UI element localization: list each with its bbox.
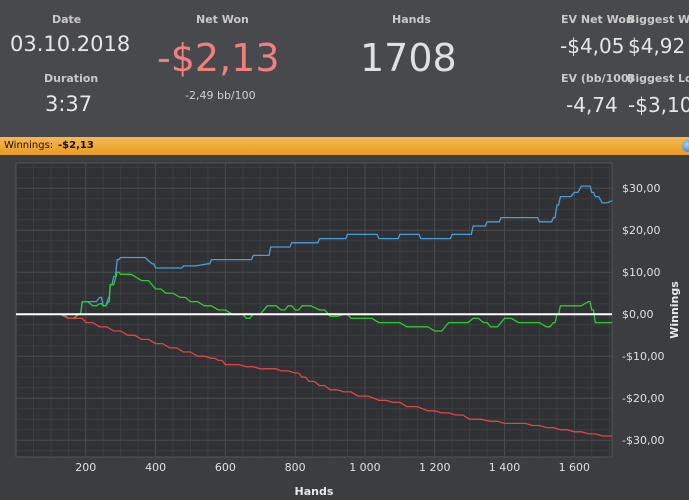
- series-line-2: [16, 313, 612, 437]
- x-tick-label: 200: [75, 461, 96, 474]
- biggest-loss-label: Biggest Loss: [627, 72, 689, 85]
- ev-net-won-value: -$4,05: [560, 34, 625, 58]
- series-line-1: [16, 271, 612, 332]
- x-tick-label: 1 600: [559, 461, 591, 474]
- y-tick-label: -$10,00: [622, 350, 664, 363]
- x-tick-label: 1 200: [419, 461, 451, 474]
- y-tick-label: $0,00: [622, 308, 654, 321]
- ev-net-won-label: EV Net Won: [561, 13, 634, 26]
- y-tick-label: $30,00: [622, 182, 661, 195]
- winnings-chart: 200 400 600 800 1 000 1 200 1 400 1 600 $30,00 $2…: [15, 162, 681, 498]
- plot-area: [15, 162, 613, 458]
- hands-value: 1708: [360, 36, 457, 80]
- ev-bb-label: EV (bb/100): [561, 72, 634, 85]
- y-tick-label: -$30,00: [622, 434, 664, 447]
- x-tick-label: 1 000: [349, 461, 381, 474]
- ev-bb-value: -4,74: [566, 93, 618, 117]
- stats-panel: Date 03.10.2018 Duration 3:37 Net Won -$…: [0, 0, 689, 137]
- date-value: 03.10.2018: [10, 32, 131, 56]
- x-tick-label: 800: [285, 461, 306, 474]
- biggest-win-value: $4,92: [628, 34, 686, 58]
- x-tick-label: 1 400: [489, 461, 521, 474]
- hands-label: Hands: [392, 13, 431, 26]
- winnings-bar-value: -$2,13: [58, 140, 94, 151]
- winnings-bar-label: Winnings:: [4, 140, 54, 151]
- duration-value: 3:37: [45, 92, 93, 116]
- x-tick-label: 400: [145, 461, 166, 474]
- y-tick-label: -$20,00: [622, 392, 664, 405]
- globe-icon[interactable]: [682, 140, 689, 152]
- net-won-label: Net Won: [196, 13, 249, 26]
- biggest-loss-value: -$3,10: [628, 93, 689, 117]
- net-won-value: -$2,13: [157, 36, 280, 80]
- net-won-bb: -2,49 bb/100: [185, 89, 256, 102]
- x-axis-title: Hands: [295, 485, 334, 498]
- winnings-bar: Winnings: -$2,13: [0, 137, 689, 155]
- date-label: Date: [52, 13, 82, 26]
- y-tick-label: $10,00: [622, 266, 661, 279]
- y-axis-title: Winnings: [668, 281, 681, 339]
- duration-label: Duration: [44, 72, 99, 85]
- x-tick-label: 600: [215, 461, 236, 474]
- biggest-win-label: Biggest Win: [627, 13, 689, 26]
- y-tick-label: $20,00: [622, 224, 661, 237]
- series-line-0: [16, 185, 613, 320]
